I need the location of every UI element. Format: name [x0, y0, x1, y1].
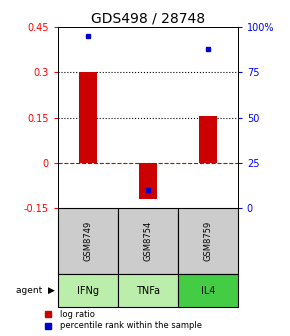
Text: IFNg: IFNg: [77, 286, 99, 296]
Text: IL4: IL4: [201, 286, 215, 296]
Bar: [58, 208, 118, 274]
Bar: [178, 208, 238, 274]
Bar: [139, 163, 157, 199]
Text: GSM8754: GSM8754: [143, 221, 153, 261]
Bar: [118, 274, 178, 307]
Bar: [199, 116, 217, 163]
Bar: [79, 72, 97, 163]
Text: log ratio: log ratio: [60, 310, 95, 319]
Text: agent  ▶: agent ▶: [16, 286, 55, 295]
Text: percentile rank within the sample: percentile rank within the sample: [60, 321, 202, 330]
Bar: [178, 274, 238, 307]
Text: GSM8749: GSM8749: [84, 221, 93, 261]
Title: GDS498 / 28748: GDS498 / 28748: [91, 12, 205, 26]
Text: TNFa: TNFa: [136, 286, 160, 296]
Bar: [58, 274, 118, 307]
Text: GSM8759: GSM8759: [203, 221, 212, 261]
Bar: [118, 208, 178, 274]
